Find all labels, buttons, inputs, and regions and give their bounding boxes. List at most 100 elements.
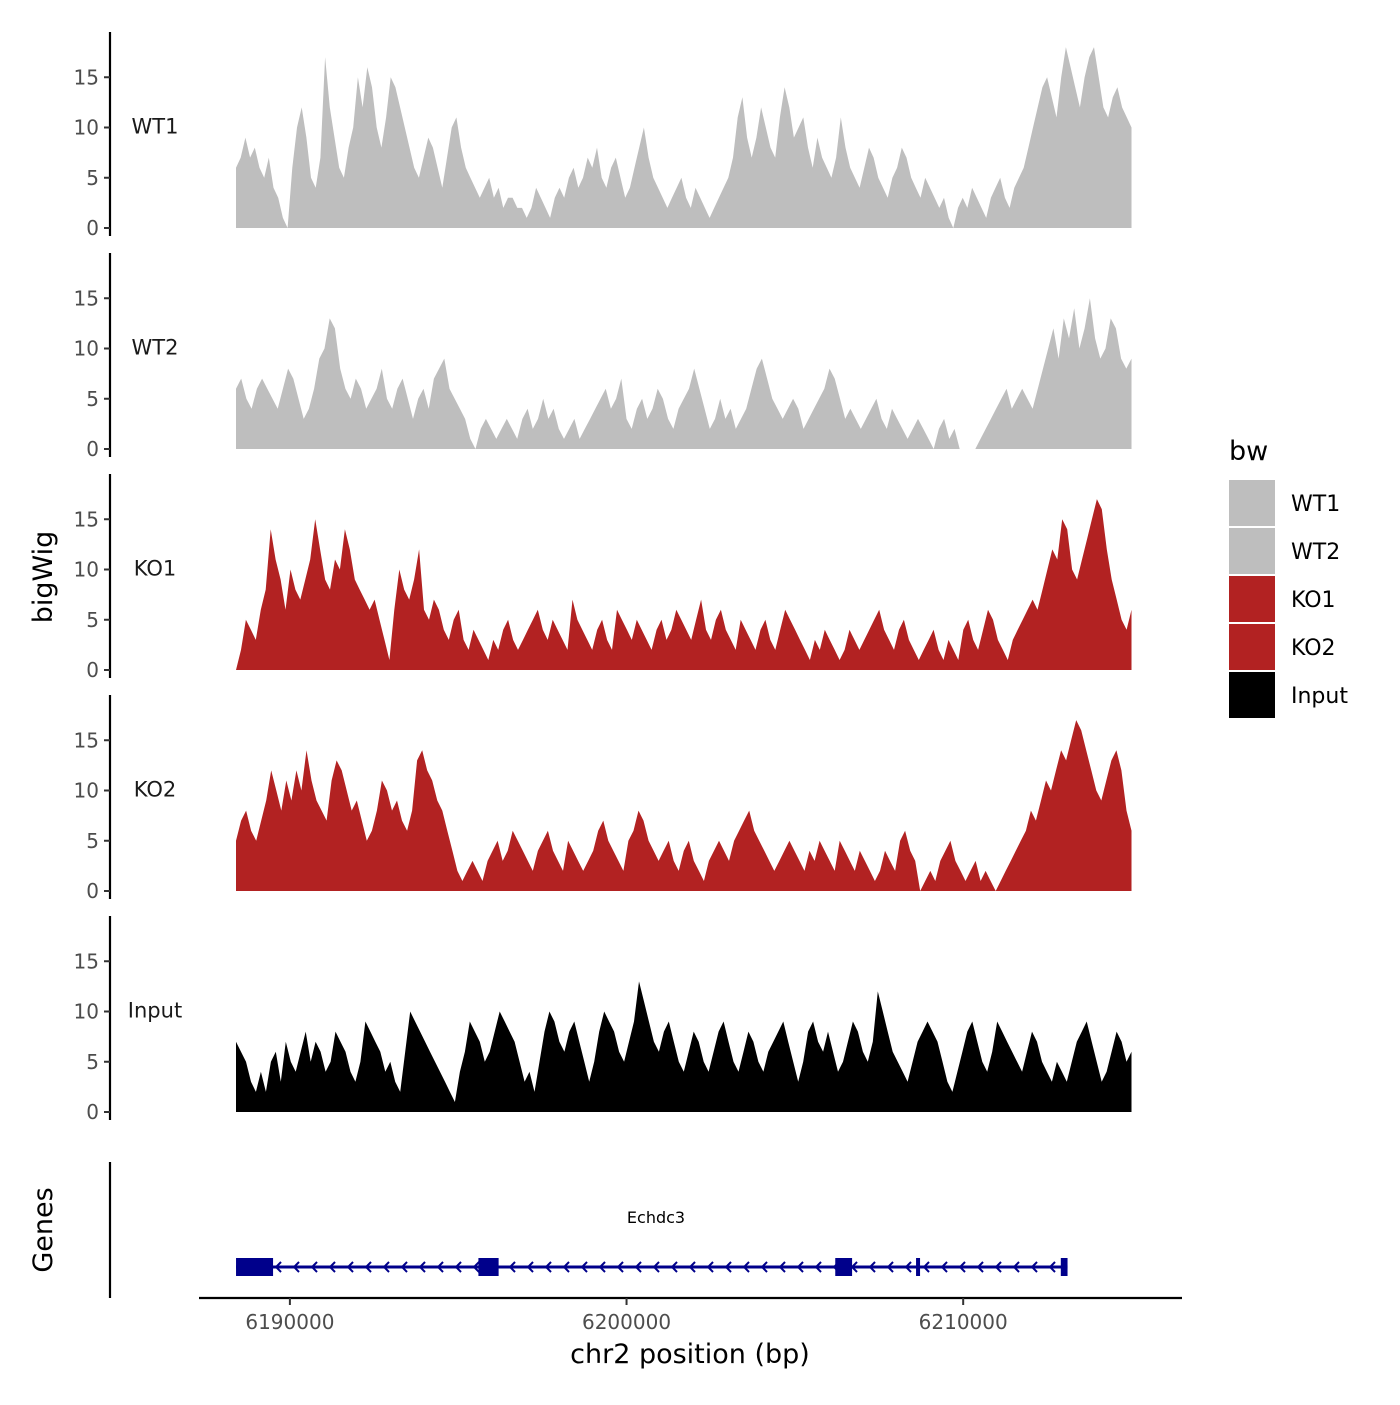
legend-swatch-ko2 — [1229, 624, 1275, 670]
strand-arrow — [382, 1261, 390, 1273]
strand-arrow — [562, 1261, 570, 1273]
y-tick-label: 10 — [74, 1000, 99, 1024]
coverage-area-wt1 — [236, 47, 1132, 228]
strand-arrow — [346, 1261, 354, 1273]
strand-arrow — [364, 1261, 372, 1273]
y-tick-label: 5 — [86, 387, 99, 411]
x-tick-label: 6210000 — [919, 1310, 1008, 1334]
strand-arrow — [688, 1261, 696, 1273]
track-label-wt2: WT2 — [132, 336, 179, 360]
x-axis-ticks: 6190000 6200000 6210000 — [245, 1298, 1008, 1334]
x-axis-title: chr2 position (bp) — [570, 1339, 810, 1370]
track-ko1: 0 5 10 15 KO1 — [74, 474, 1132, 682]
strand-arrow — [436, 1261, 444, 1273]
coverage-area-ko2 — [236, 720, 1132, 891]
legend-swatch-ko1 — [1229, 576, 1275, 622]
strand-arrow — [580, 1261, 588, 1273]
y-tick-label: 0 — [86, 658, 99, 682]
strand-arrow — [814, 1261, 822, 1273]
x-tick-label: 6200000 — [582, 1310, 671, 1334]
strand-arrow — [742, 1261, 750, 1273]
gene-exon — [478, 1258, 499, 1276]
strand-arrow — [994, 1261, 1002, 1273]
strand-arrow — [598, 1261, 606, 1273]
strand-arrow — [652, 1261, 660, 1273]
y-tick-label: 15 — [74, 728, 99, 752]
legend-swatch-wt1 — [1229, 480, 1275, 526]
strand-arrow — [922, 1261, 930, 1273]
strand-arrow — [1012, 1261, 1020, 1273]
strand-arrow — [508, 1261, 516, 1273]
strand-arrow — [472, 1261, 480, 1273]
legend-label-ko1: KO1 — [1291, 588, 1336, 613]
y-tick-label: 10 — [74, 116, 99, 140]
y-tick-label: 15 — [74, 286, 99, 310]
strand-arrow — [616, 1261, 624, 1273]
strand-arrow — [526, 1261, 534, 1273]
y-tick-label: 0 — [86, 437, 99, 461]
y-tick-label: 15 — [74, 949, 99, 973]
strand-arrow — [328, 1261, 336, 1273]
strand-arrow — [760, 1261, 768, 1273]
track-wt1: 0 5 10 15 WT1 — [74, 32, 1132, 240]
gene-exon — [236, 1258, 274, 1276]
y-tick-label: 10 — [74, 337, 99, 361]
strand-arrow — [868, 1261, 876, 1273]
y-tick-label: 10 — [74, 779, 99, 803]
track-wt2: 0 5 10 15 WT2 — [74, 253, 1132, 461]
strand-arrow — [976, 1261, 984, 1273]
legend: bw WT1 WT2 KO1 KO2 Input — [1229, 436, 1348, 718]
gene-exon — [916, 1258, 921, 1276]
strand-arrow — [292, 1261, 300, 1273]
track-label-ko2: KO2 — [134, 778, 177, 802]
strand-arrow — [400, 1261, 408, 1273]
coverage-tracks: 0 5 10 15 WT1 0 5 10 15 WT2 0 5 10 15 KO1 0 5 10 15 KO2 0 5 10… — [74, 32, 1132, 1124]
strand-arrow — [778, 1261, 786, 1273]
strand-arrow — [670, 1261, 678, 1273]
track-label-ko1: KO1 — [134, 557, 177, 581]
legend-label-wt2: WT2 — [1291, 540, 1340, 565]
coverage-area-ko1 — [236, 499, 1132, 670]
legend-label-ko2: KO2 — [1291, 636, 1336, 661]
strand-arrow — [1030, 1261, 1038, 1273]
y-tick-label: 5 — [86, 1050, 99, 1074]
y-tick-label: 10 — [74, 558, 99, 582]
strand-arrow — [544, 1261, 552, 1273]
strand-arrow — [796, 1261, 804, 1273]
x-tick-label: 6190000 — [245, 1310, 334, 1334]
strand-arrow — [724, 1261, 732, 1273]
strand-arrow — [706, 1261, 714, 1273]
strand-arrow — [940, 1261, 948, 1273]
legend-title: bw — [1229, 436, 1268, 467]
track-label-input: Input — [128, 999, 182, 1023]
y-axis-title: bigWig — [28, 531, 59, 624]
legend-entries: WT1 WT2 KO1 KO2 Input — [1229, 480, 1348, 718]
track-input: 0 5 10 15 Input — [74, 916, 1132, 1124]
x-axis: 6190000 6200000 6210000 chr2 position (bp) — [199, 1296, 1182, 1370]
track-label-wt1: WT1 — [132, 115, 179, 139]
gene-model — [236, 1258, 1068, 1276]
strand-arrow — [454, 1261, 462, 1273]
gene-exon — [835, 1258, 853, 1276]
gene-name-label: Echdc3 — [627, 1208, 685, 1227]
strand-arrow — [418, 1261, 426, 1273]
gene-track-label: Genes — [28, 1187, 59, 1272]
strand-arrow — [274, 1261, 282, 1273]
gene-track: Genes Echdc3 — [28, 1162, 1068, 1298]
legend-label-wt1: WT1 — [1291, 492, 1340, 517]
y-tick-label: 5 — [86, 166, 99, 190]
y-tick-label: 15 — [74, 65, 99, 89]
y-tick-label: 15 — [74, 507, 99, 531]
strand-arrow — [634, 1261, 642, 1273]
track-ko2: 0 5 10 15 KO2 — [74, 695, 1132, 903]
legend-swatch-wt2 — [1229, 528, 1275, 574]
y-tick-label: 0 — [86, 879, 99, 903]
y-tick-label: 5 — [86, 608, 99, 632]
strand-arrow — [886, 1261, 894, 1273]
legend-swatch-input — [1229, 672, 1275, 718]
y-tick-label: 0 — [86, 216, 99, 240]
strand-arrow — [1048, 1261, 1056, 1273]
legend-label-input: Input — [1291, 684, 1348, 709]
